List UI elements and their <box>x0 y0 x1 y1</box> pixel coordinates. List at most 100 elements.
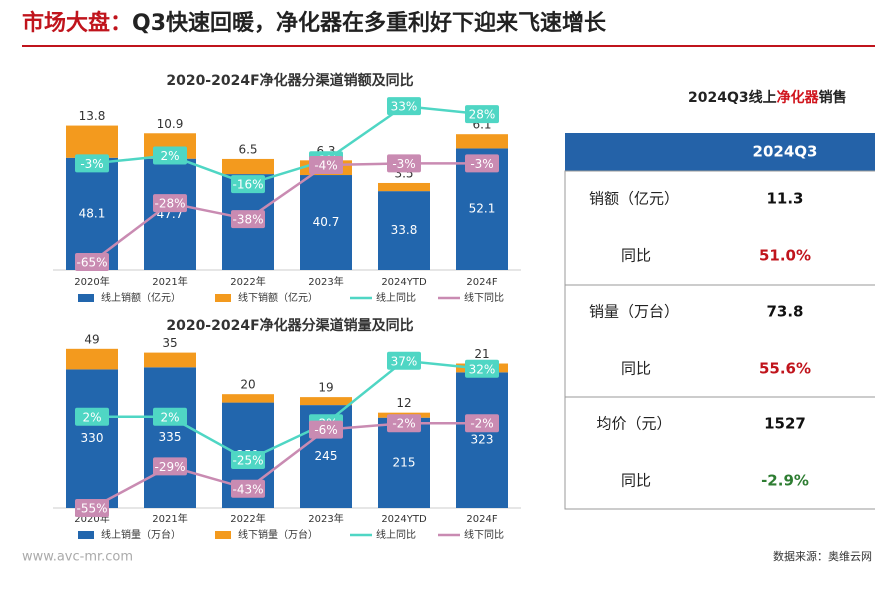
x-tick-label: 2024F <box>466 277 497 288</box>
bar-label: 40.7 <box>313 215 340 229</box>
bar-segment <box>144 158 196 270</box>
line-label: -55% <box>76 502 107 516</box>
table-row-value: 51.0% <box>759 247 811 265</box>
legend-label: 线上同比 <box>376 528 416 541</box>
line-label: -6% <box>314 423 337 437</box>
legend-label: 线下销量（万台） <box>238 528 318 541</box>
line-label-bg <box>75 253 109 272</box>
line-label-bg <box>387 414 421 433</box>
line-label-bg <box>309 156 343 174</box>
line-label-bg <box>465 154 499 173</box>
table-row-value: 73.8 <box>766 303 803 321</box>
line-label: -4% <box>314 159 337 173</box>
bar-segment <box>378 182 430 192</box>
legend-label: 线下同比 <box>464 528 504 541</box>
bar-label: 13.8 <box>79 109 106 123</box>
line-label: 28% <box>469 108 496 122</box>
bar-label: 10.9 <box>157 117 184 131</box>
bar-label: 35 <box>162 336 177 350</box>
line-label-bg <box>231 451 265 469</box>
line-label-bg <box>231 175 265 194</box>
line-label-bg <box>153 146 187 165</box>
table-title-a: 2024Q3线上 <box>688 89 777 106</box>
table-row-label: 销额（亿元） <box>589 190 679 208</box>
table-row-label: 同比 <box>621 360 651 378</box>
x-tick-label: 2023年 <box>308 275 343 288</box>
line-label: 32% <box>469 362 496 376</box>
line-label: -16% <box>232 178 263 192</box>
line-label: -3% <box>470 157 493 171</box>
line-label: -38% <box>232 213 263 227</box>
bar-label: 49 <box>84 332 99 346</box>
line-label-bg <box>153 407 187 426</box>
bar-label: 245 <box>315 449 338 463</box>
legend-swatch <box>215 294 231 302</box>
bar-segment <box>66 369 118 508</box>
line-label: -2% <box>470 417 493 431</box>
line-label-bg <box>309 420 343 439</box>
table-row-label: 均价（元） <box>596 415 671 433</box>
bar-label: 6.5 <box>238 142 257 156</box>
bar-label: 323 <box>471 433 494 447</box>
bar-label: 52.1 <box>469 202 496 216</box>
legend-swatch <box>78 531 94 539</box>
bar-label: 19 <box>318 381 333 395</box>
bar-segment <box>456 372 508 508</box>
line-label: 2% <box>160 410 179 424</box>
line-label-bg <box>465 414 499 433</box>
line-label-bg <box>75 499 109 517</box>
table-header: 2024Q3 <box>753 143 818 161</box>
line-label: -3% <box>80 157 103 171</box>
bar-segment <box>378 191 430 270</box>
line-label: 2% <box>82 410 101 424</box>
bar-segment <box>222 394 274 403</box>
line-label-bg <box>153 194 187 213</box>
x-tick-label: 2022年 <box>230 275 265 288</box>
legend-label: 线上同比 <box>376 291 416 304</box>
line-label: -2% <box>392 417 415 431</box>
x-tick-label: 2024YTD <box>381 514 427 525</box>
bar-segment <box>66 348 118 370</box>
bar-label: 20 <box>240 378 255 392</box>
line-label: -65% <box>76 256 107 270</box>
line-label-bg <box>387 97 421 116</box>
table-row-value: 1527 <box>764 415 806 433</box>
line-label: -25% <box>232 454 263 468</box>
table-row-label: 销量（万台） <box>589 303 679 321</box>
x-tick-label: 2021年 <box>152 512 187 525</box>
bar-segment <box>378 417 430 508</box>
legend-swatch <box>215 531 231 539</box>
legend-swatch <box>78 294 94 302</box>
x-tick-label: 2024F <box>466 514 497 525</box>
line-label-bg <box>465 105 499 124</box>
line-label-bg <box>153 457 187 476</box>
table-title: 2024Q3线上净化器销售 <box>688 89 847 106</box>
table-title-b: 净化器 <box>777 89 820 106</box>
bar-segment <box>144 352 196 368</box>
line-label: 2% <box>160 149 179 163</box>
table-row-label: 同比 <box>621 472 651 490</box>
title-main: Q3快速回暖，净化器在多重利好下迎来飞速增长 <box>132 10 607 36</box>
line-label: -43% <box>232 482 263 496</box>
line-label: -29% <box>154 460 185 474</box>
chart-title: 2020-2024F净化器分渠道销额及同比 <box>166 72 413 89</box>
bar-label: 12 <box>396 396 411 410</box>
table-row-value: 55.6% <box>759 360 811 378</box>
bar-label: 330 <box>81 431 104 445</box>
x-tick-label: 2021年 <box>152 275 187 288</box>
legend-label: 线下同比 <box>464 291 504 304</box>
legend-label: 线上销额（亿元） <box>101 291 181 304</box>
line-label-bg <box>75 407 109 426</box>
bar-segment <box>300 175 352 270</box>
bar-label: 33.8 <box>391 223 418 237</box>
line-label: 33% <box>391 100 418 114</box>
line-label-bg <box>387 351 421 370</box>
table-row-label: 同比 <box>621 247 651 265</box>
chart-title: 2020-2024F净化器分渠道销量及同比 <box>166 317 413 334</box>
bar-segment <box>66 125 118 158</box>
x-tick-label: 2023年 <box>308 512 343 525</box>
bar-segment <box>456 134 508 149</box>
line-label-bg <box>465 359 499 378</box>
bar-segment <box>66 157 118 270</box>
